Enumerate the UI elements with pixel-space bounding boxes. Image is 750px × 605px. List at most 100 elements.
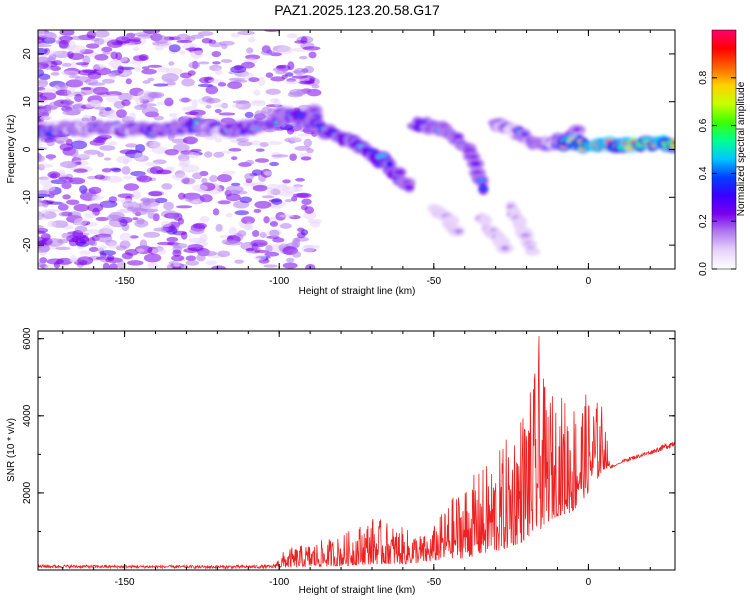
noise-blob xyxy=(195,113,203,118)
noise-blob xyxy=(303,65,315,74)
noise-blob xyxy=(279,223,292,229)
noise-blob xyxy=(132,55,148,62)
noise-blob xyxy=(217,82,227,87)
noise-blob xyxy=(166,67,183,75)
noise-blob xyxy=(106,175,123,183)
x-tick-label: -100 xyxy=(269,276,289,287)
noise-blob xyxy=(151,247,167,256)
ridge-core xyxy=(516,220,524,225)
noise-blob xyxy=(148,191,163,197)
noise-blob xyxy=(250,140,262,146)
noise-blob xyxy=(282,179,291,184)
noise-blob xyxy=(163,201,174,211)
noise-blob xyxy=(252,230,260,238)
noise-blob xyxy=(70,61,77,70)
noise-blob xyxy=(270,76,285,82)
noise-blob xyxy=(172,242,188,249)
noise-blob xyxy=(141,106,159,116)
noise-blob xyxy=(241,61,255,69)
noise-blob xyxy=(50,72,60,76)
noise-blob xyxy=(217,174,232,183)
noise-blob xyxy=(269,221,279,227)
noise-blob xyxy=(282,262,298,269)
colorbar-frame xyxy=(711,29,737,270)
noise-blob xyxy=(276,65,286,69)
noise-blob xyxy=(300,156,312,161)
noise-blob xyxy=(266,141,283,145)
noise-blob xyxy=(74,225,88,234)
noise-blob xyxy=(38,62,49,70)
noise-blob xyxy=(73,203,90,212)
noise-blob xyxy=(118,208,129,213)
noise-blob xyxy=(38,261,46,268)
y-tick-label: 4000 xyxy=(22,404,33,427)
noise-blob xyxy=(122,175,134,180)
snr-ticks: -150 -100 -50 0 2000 4000 6000 xyxy=(22,327,675,588)
noise-blob xyxy=(121,43,136,47)
x-tick-label: -150 xyxy=(115,577,135,588)
noise-blob xyxy=(244,111,254,119)
y-tick-label: -10 xyxy=(22,190,33,205)
noise-blob xyxy=(38,111,43,117)
noise-blob xyxy=(43,31,57,41)
noise-blob xyxy=(252,184,268,192)
noise-blob xyxy=(88,186,102,194)
noise-blob xyxy=(47,154,54,161)
noise-blob xyxy=(83,212,96,219)
noise-blob xyxy=(188,152,200,159)
noise-blob xyxy=(190,200,200,205)
noise-blob xyxy=(94,174,106,180)
noise-blob xyxy=(133,47,140,52)
noise-blob xyxy=(225,185,244,193)
noise-blob xyxy=(269,161,279,167)
noise-blob xyxy=(40,209,49,215)
noise-blob xyxy=(178,97,192,103)
noise-blob xyxy=(108,72,118,77)
noise-blob xyxy=(172,249,182,257)
noise-blob xyxy=(185,255,197,262)
noise-blob xyxy=(233,64,244,71)
x-tick-label: -50 xyxy=(427,577,442,588)
noise-blob xyxy=(129,112,136,121)
noise-blob xyxy=(68,52,85,61)
y-tick-label: 6000 xyxy=(22,327,33,350)
noise-blob xyxy=(116,155,133,164)
noise-blob xyxy=(221,43,228,50)
noise-blob xyxy=(101,46,113,53)
noise-blob xyxy=(87,71,102,80)
colorbar-tick-label: 0.0 xyxy=(698,262,709,276)
noise-blob xyxy=(218,112,236,116)
noise-blob xyxy=(136,218,145,225)
noise-blob xyxy=(289,136,302,142)
noise-blob xyxy=(296,192,312,199)
noise-blob xyxy=(46,138,58,143)
noise-blob xyxy=(42,185,56,192)
noise-blob xyxy=(136,175,152,183)
noise-blob xyxy=(301,198,312,205)
noise-blob xyxy=(117,260,126,269)
colorbar-tick-label: 0.6 xyxy=(698,118,709,132)
noise-blob xyxy=(244,173,254,181)
noise-blob xyxy=(279,214,295,218)
noise-blob xyxy=(184,111,199,116)
noise-blob xyxy=(39,115,53,121)
noise-blob xyxy=(38,78,49,88)
noise-blob xyxy=(89,139,105,146)
noise-blob xyxy=(259,232,267,238)
noise-blob xyxy=(58,178,70,186)
noise-blob xyxy=(203,134,218,140)
noise-blob xyxy=(173,260,181,268)
noise-blob xyxy=(58,176,73,180)
noise-blob xyxy=(38,196,42,203)
x-tick-label: -50 xyxy=(427,276,442,287)
noise-blob xyxy=(168,44,181,53)
noise-blob xyxy=(135,98,143,106)
noise-blob xyxy=(285,72,294,77)
noise-blob xyxy=(303,138,313,148)
noise-blob xyxy=(231,103,244,109)
noise-blob xyxy=(286,33,298,39)
noise-blob xyxy=(86,43,100,49)
noise-blob xyxy=(38,73,51,81)
noise-blob xyxy=(60,70,79,76)
